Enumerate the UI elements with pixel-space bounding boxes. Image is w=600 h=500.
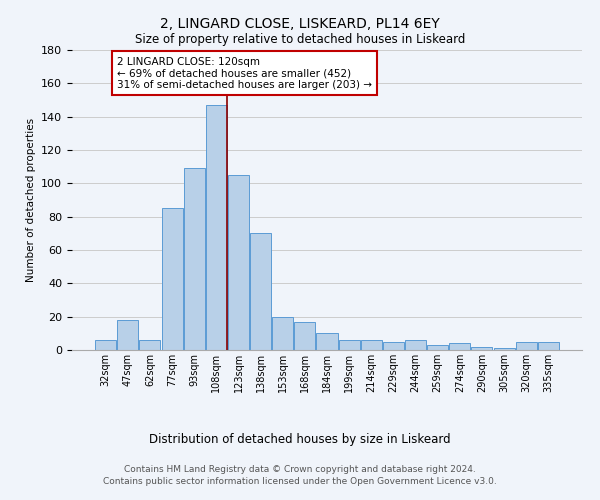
Text: Size of property relative to detached houses in Liskeard: Size of property relative to detached ho… [135,32,465,46]
Text: 2, LINGARD CLOSE, LISKEARD, PL14 6EY: 2, LINGARD CLOSE, LISKEARD, PL14 6EY [160,18,440,32]
Bar [472,346,493,350]
Bar [95,340,116,350]
Y-axis label: Number of detached properties: Number of detached properties [26,118,35,282]
Bar [139,340,160,350]
Bar [494,348,515,350]
Bar [538,342,559,350]
Bar [272,316,293,350]
Bar [206,105,227,350]
Bar [228,175,249,350]
Bar [515,342,536,350]
Text: 2 LINGARD CLOSE: 120sqm
← 69% of detached houses are smaller (452)
31% of semi-d: 2 LINGARD CLOSE: 120sqm ← 69% of detache… [117,56,372,90]
Bar [361,340,382,350]
Text: Contains public sector information licensed under the Open Government Licence v3: Contains public sector information licen… [103,476,497,486]
Bar [118,320,139,350]
Bar [161,208,182,350]
Bar [383,342,404,350]
Bar [316,334,338,350]
Bar [449,344,470,350]
Bar [295,322,316,350]
Text: Contains HM Land Registry data © Crown copyright and database right 2024.: Contains HM Land Registry data © Crown c… [124,466,476,474]
Text: Distribution of detached houses by size in Liskeard: Distribution of detached houses by size … [149,432,451,446]
Bar [427,345,448,350]
Bar [405,340,426,350]
Bar [338,340,359,350]
Bar [250,234,271,350]
Bar [184,168,205,350]
